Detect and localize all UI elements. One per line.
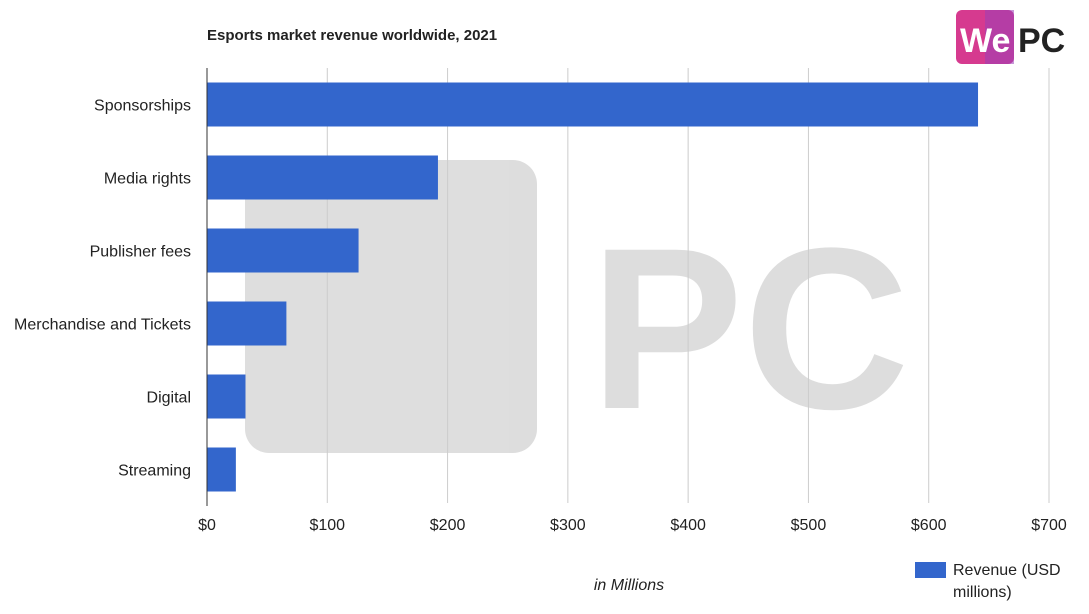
category-label: Merchandise and Tickets: [14, 317, 191, 334]
bar[interactable]: [207, 155, 438, 200]
bar[interactable]: [207, 301, 287, 346]
x-tick-label: $500: [791, 517, 827, 534]
bars: [207, 82, 979, 492]
watermark-text-pc: PC: [590, 200, 910, 457]
watermark-badge: [245, 160, 537, 453]
wepc-logo[interactable]: We PC: [956, 10, 1065, 64]
x-tick-label: $200: [430, 517, 466, 534]
x-tick-labels: $0 $100 $200 $300 $400 $500 $600 $700: [198, 517, 1067, 534]
x-axis-title: in Millions: [594, 577, 664, 594]
bar[interactable]: [207, 374, 246, 419]
category-label: Publisher fees: [90, 244, 191, 261]
legend: Revenue (USD millions): [915, 562, 1061, 601]
bar[interactable]: [207, 447, 236, 492]
x-tick-label: $700: [1031, 517, 1067, 534]
logo-text-we: We: [960, 22, 1010, 60]
watermark: PC: [245, 160, 910, 457]
bar[interactable]: [207, 82, 979, 127]
legend-label-line-2: millions): [953, 584, 1012, 601]
x-tick-label: $400: [670, 517, 706, 534]
category-label: Media rights: [104, 171, 191, 188]
x-tick-label: $0: [198, 517, 216, 534]
bar[interactable]: [207, 228, 359, 273]
category-label: Digital: [147, 390, 191, 407]
x-tick-label: $600: [911, 517, 947, 534]
x-tick-label: $100: [309, 517, 345, 534]
logo-badge-shade: [985, 10, 1014, 64]
logo-text-pc: PC: [1018, 22, 1065, 60]
legend-swatch: [915, 562, 946, 578]
category-label: Streaming: [118, 463, 191, 480]
category-label: Sponsorships: [94, 98, 191, 115]
legend-label-line-1: Revenue (USD: [953, 562, 1061, 579]
category-labels: Sponsorships Media rights Publisher fees Me…: [14, 98, 191, 480]
gridlines: [326, 68, 1050, 503]
chart-title: Esports market revenue worldwide, 2021: [207, 27, 497, 44]
x-tick-label: $300: [550, 517, 586, 534]
